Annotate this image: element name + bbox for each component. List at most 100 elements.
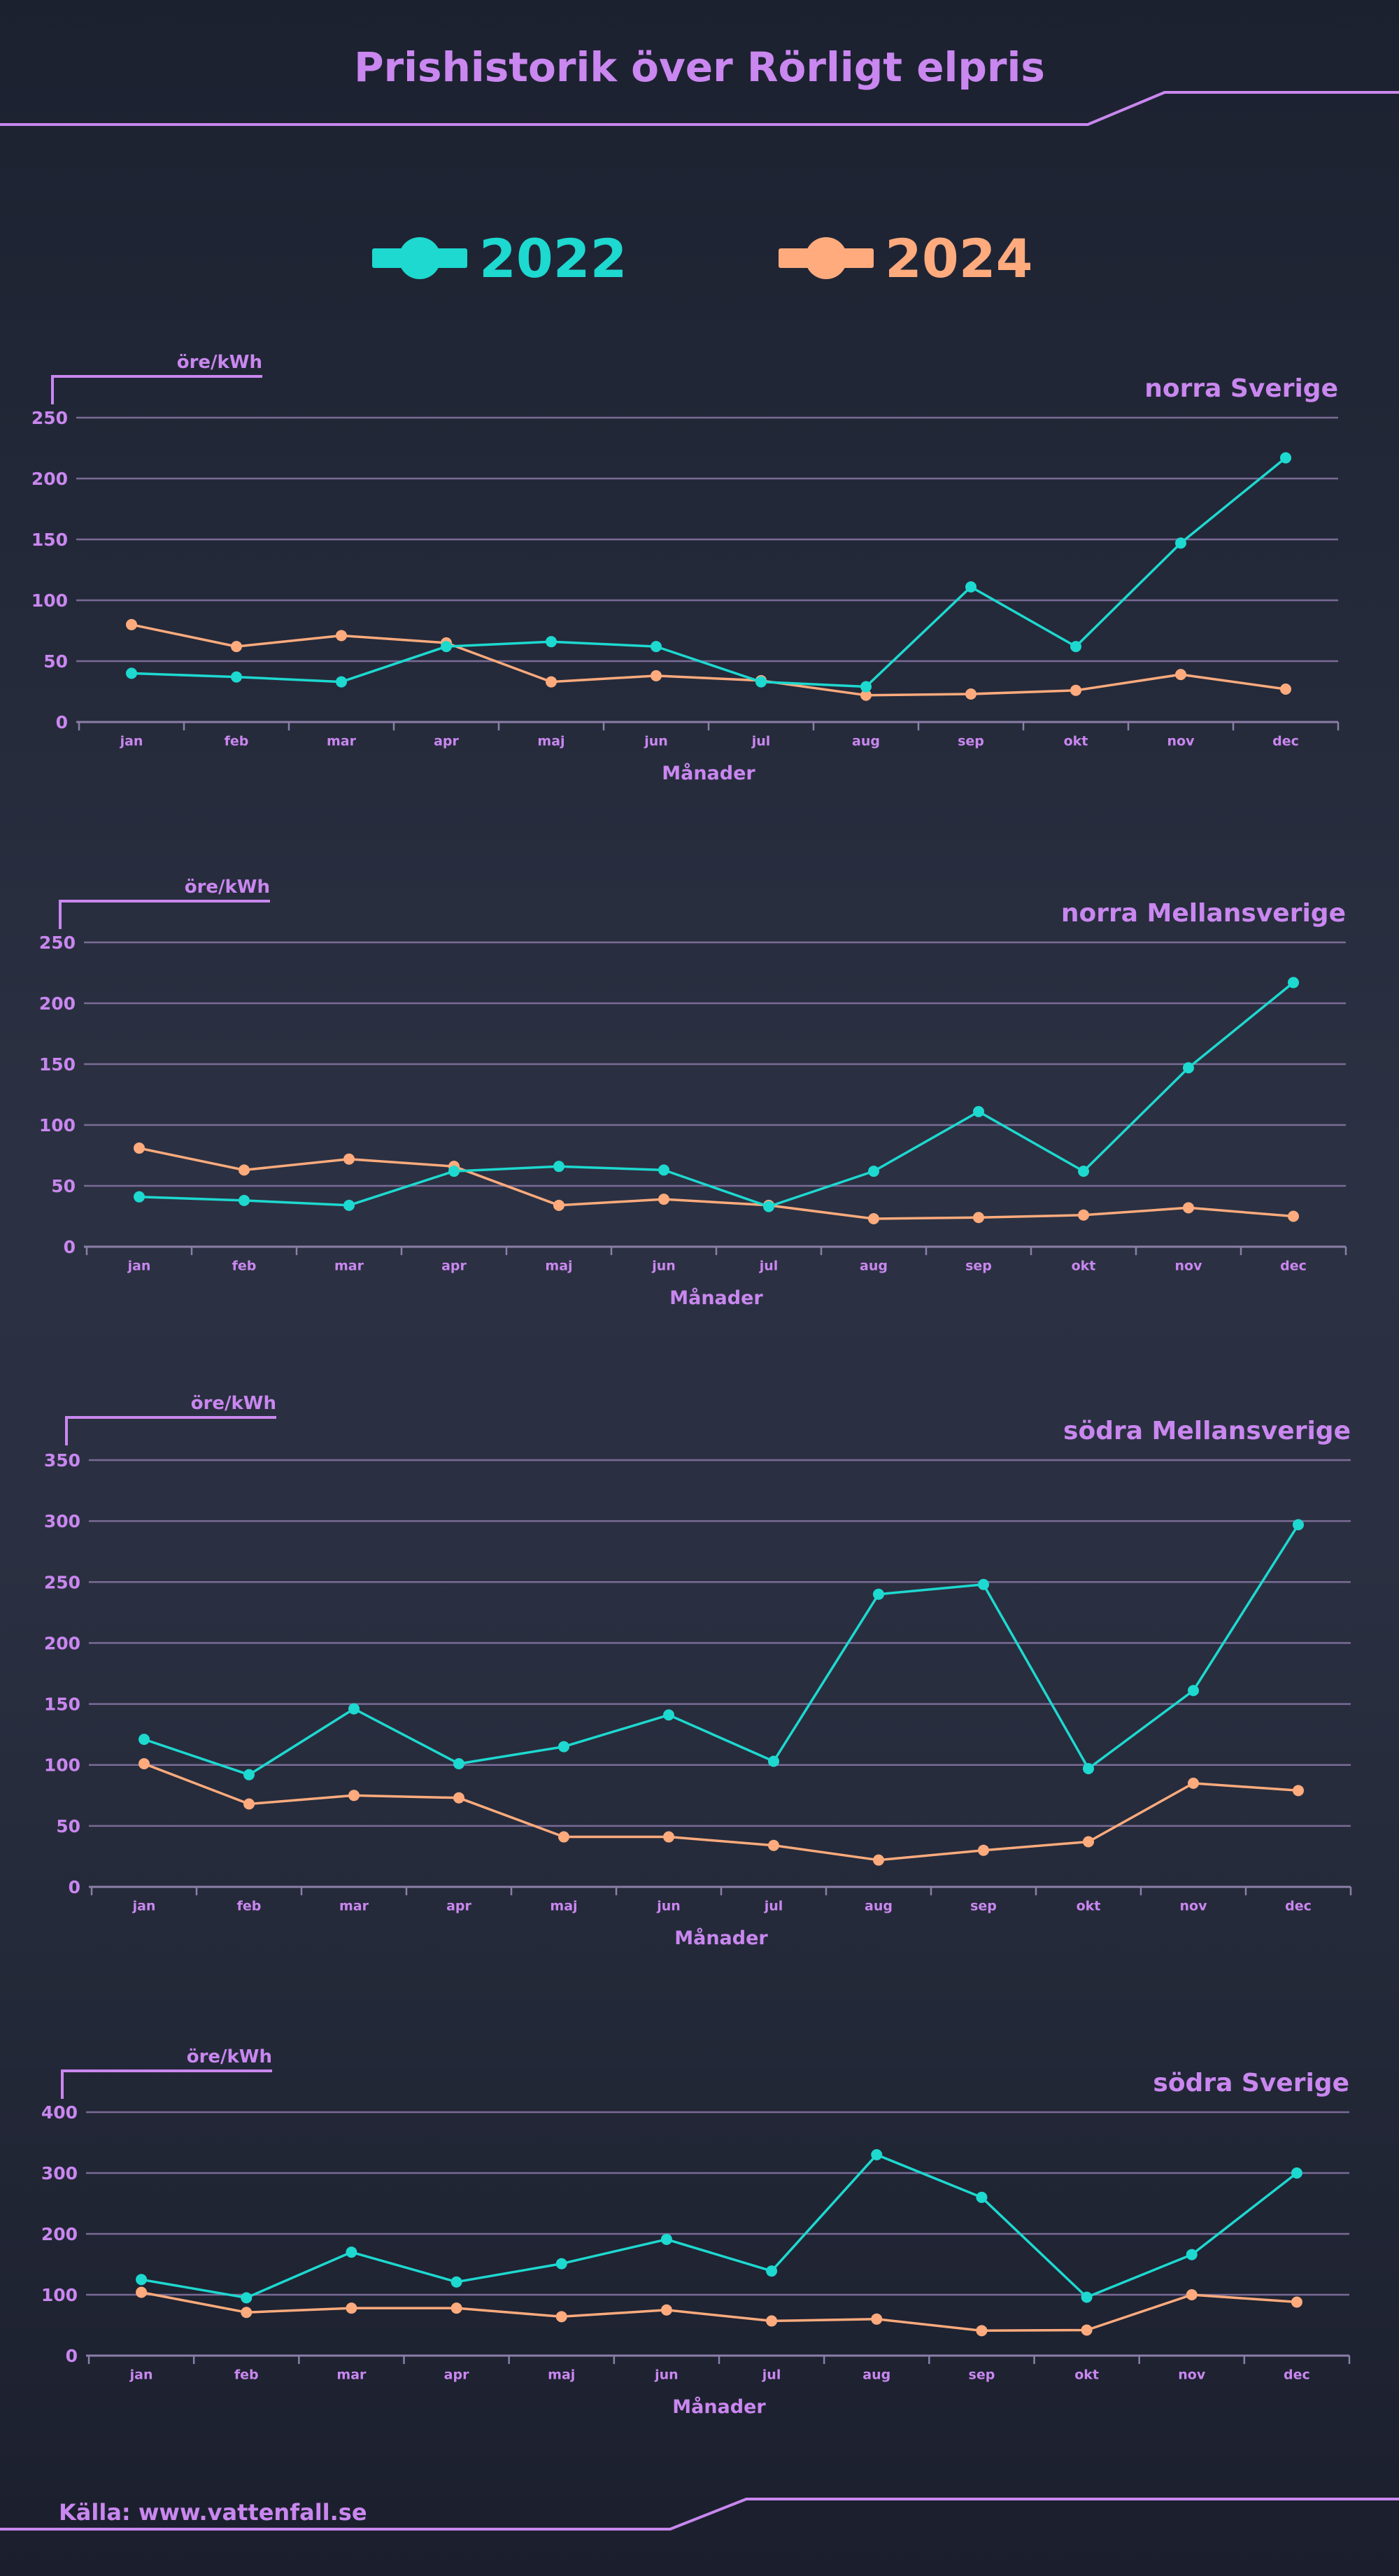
data-point-2022 [976, 2191, 988, 2203]
data-point-2024 [136, 2286, 148, 2298]
x-tick-label: jan [127, 1259, 151, 1274]
y-tick-label: 0 [66, 2346, 78, 2366]
x-tick-label: nov [1180, 1899, 1208, 1914]
data-point-2024 [1291, 2296, 1302, 2308]
unit-bracket [65, 1416, 276, 1445]
data-point-2022 [1291, 2167, 1302, 2179]
data-point-2022 [871, 2149, 883, 2160]
data-point-2024 [663, 1831, 674, 1843]
x-tick-label: dec [1272, 734, 1299, 749]
data-point-2024 [860, 689, 872, 701]
data-point-2024 [126, 618, 137, 630]
data-point-2024 [239, 1164, 250, 1176]
data-point-2024 [1070, 684, 1081, 696]
x-tick-label: jun [651, 1259, 676, 1274]
series-line-2022 [143, 1524, 1300, 1776]
y-tick-label: 350 [44, 1450, 80, 1471]
data-point-2022 [763, 1201, 774, 1212]
x-axis-label: Månader [669, 1287, 763, 1309]
x-tick-label: okt [1064, 734, 1088, 749]
x-tick-label: okt [1072, 1259, 1096, 1274]
chart-sodra-mellansverige: öre/kWh södra Mellansverige 0 50 100 150 200 25… [44, 1393, 1352, 1949]
data-point-2024 [871, 2313, 883, 2325]
y-axis-unit-label: öre/kWh [177, 352, 262, 373]
x-tick-label: mar [327, 734, 357, 749]
series-line-2024 [131, 623, 1286, 697]
data-point-2022 [136, 2274, 148, 2286]
data-point-2022 [1175, 537, 1186, 549]
data-point-2022 [1280, 452, 1291, 464]
x-tick-label: nov [1178, 2368, 1206, 2383]
x-tick-label: apr [441, 1259, 467, 1274]
y-tick-label: 300 [41, 2163, 78, 2184]
data-point-2024 [453, 1792, 464, 1804]
data-point-2024 [1188, 1777, 1199, 1789]
data-point-2022 [973, 1105, 984, 1117]
data-point-2024 [450, 2302, 462, 2314]
y-tick-label: 400 [41, 2102, 78, 2123]
y-tick-label: 200 [39, 993, 76, 1014]
series-line-2022 [131, 457, 1287, 688]
y-tick-label: 250 [44, 1572, 80, 1592]
data-point-2022 [766, 2265, 778, 2277]
data-point-2022 [1070, 641, 1081, 653]
data-point-2022 [755, 676, 767, 688]
legend-label-2024: 2024 [885, 227, 1033, 290]
data-point-2022 [873, 1588, 884, 1600]
y-tick-label: 0 [64, 1237, 76, 1257]
data-point-2022 [453, 1757, 464, 1769]
data-point-2024 [766, 2315, 778, 2327]
data-point-2024 [558, 1831, 569, 1843]
x-tick-label: feb [225, 734, 249, 749]
data-point-2024 [1280, 684, 1291, 695]
data-point-2022 [1288, 977, 1299, 989]
unit-bracket [51, 375, 262, 404]
data-point-2022 [660, 2233, 672, 2245]
legend-item-2024: 2024 [779, 227, 1033, 290]
data-point-2022 [448, 1166, 460, 1177]
y-tick-label: 50 [51, 1176, 76, 1196]
x-tick-label: jul [751, 734, 771, 749]
data-point-2022 [555, 2258, 567, 2270]
data-point-2024 [134, 1142, 145, 1154]
data-point-2022 [243, 1769, 255, 1781]
data-point-2024 [651, 670, 662, 681]
data-point-2022 [1081, 2291, 1093, 2303]
x-axis-label: Månader [674, 1927, 768, 1949]
data-point-2024 [768, 1839, 779, 1851]
data-point-2022 [1293, 1519, 1304, 1531]
x-tick-label: feb [232, 1259, 257, 1274]
x-tick-label: mar [334, 1259, 364, 1274]
legend: 2022 2024 [372, 227, 1033, 290]
chart-title: norra Mellansverige [1061, 899, 1346, 928]
series-line-2024 [139, 1147, 1294, 1220]
x-axis-label: Månader [672, 2395, 766, 2418]
x-tick-label: aug [865, 1899, 893, 1914]
x-tick-label: sep [958, 734, 984, 749]
data-point-2022 [126, 667, 137, 679]
data-point-2024 [1078, 1209, 1089, 1221]
y-tick-label: 150 [44, 1694, 80, 1715]
data-point-2022 [1078, 1166, 1089, 1177]
unit-bracket [61, 2069, 272, 2099]
data-point-2024 [973, 1212, 984, 1224]
data-point-2024 [546, 676, 557, 688]
data-point-2022 [139, 1734, 150, 1746]
y-tick-label: 250 [31, 408, 68, 428]
y-tick-label: 50 [56, 1816, 80, 1837]
data-point-2022 [134, 1191, 145, 1203]
data-point-2024 [1183, 1202, 1194, 1214]
x-tick-label: aug [852, 734, 880, 749]
x-tick-label: jun [644, 734, 668, 749]
x-axis-label: Månader [662, 762, 755, 784]
data-point-2022 [658, 1164, 669, 1176]
y-axis-unit-label: öre/kWh [187, 2046, 272, 2067]
x-tick-label: apr [446, 1899, 471, 1914]
data-point-2024 [348, 1790, 360, 1802]
x-tick-label: jul [764, 1899, 783, 1914]
data-point-2024 [976, 2325, 988, 2337]
y-tick-label: 150 [31, 530, 68, 550]
y-tick-label: 100 [39, 1115, 76, 1135]
x-tick-label: nov [1175, 1259, 1203, 1274]
